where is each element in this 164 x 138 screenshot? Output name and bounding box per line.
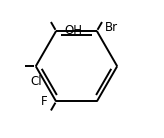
Text: F: F [41,95,48,108]
Text: OH: OH [64,24,82,38]
Text: Cl: Cl [30,75,42,88]
Text: Br: Br [104,21,118,34]
